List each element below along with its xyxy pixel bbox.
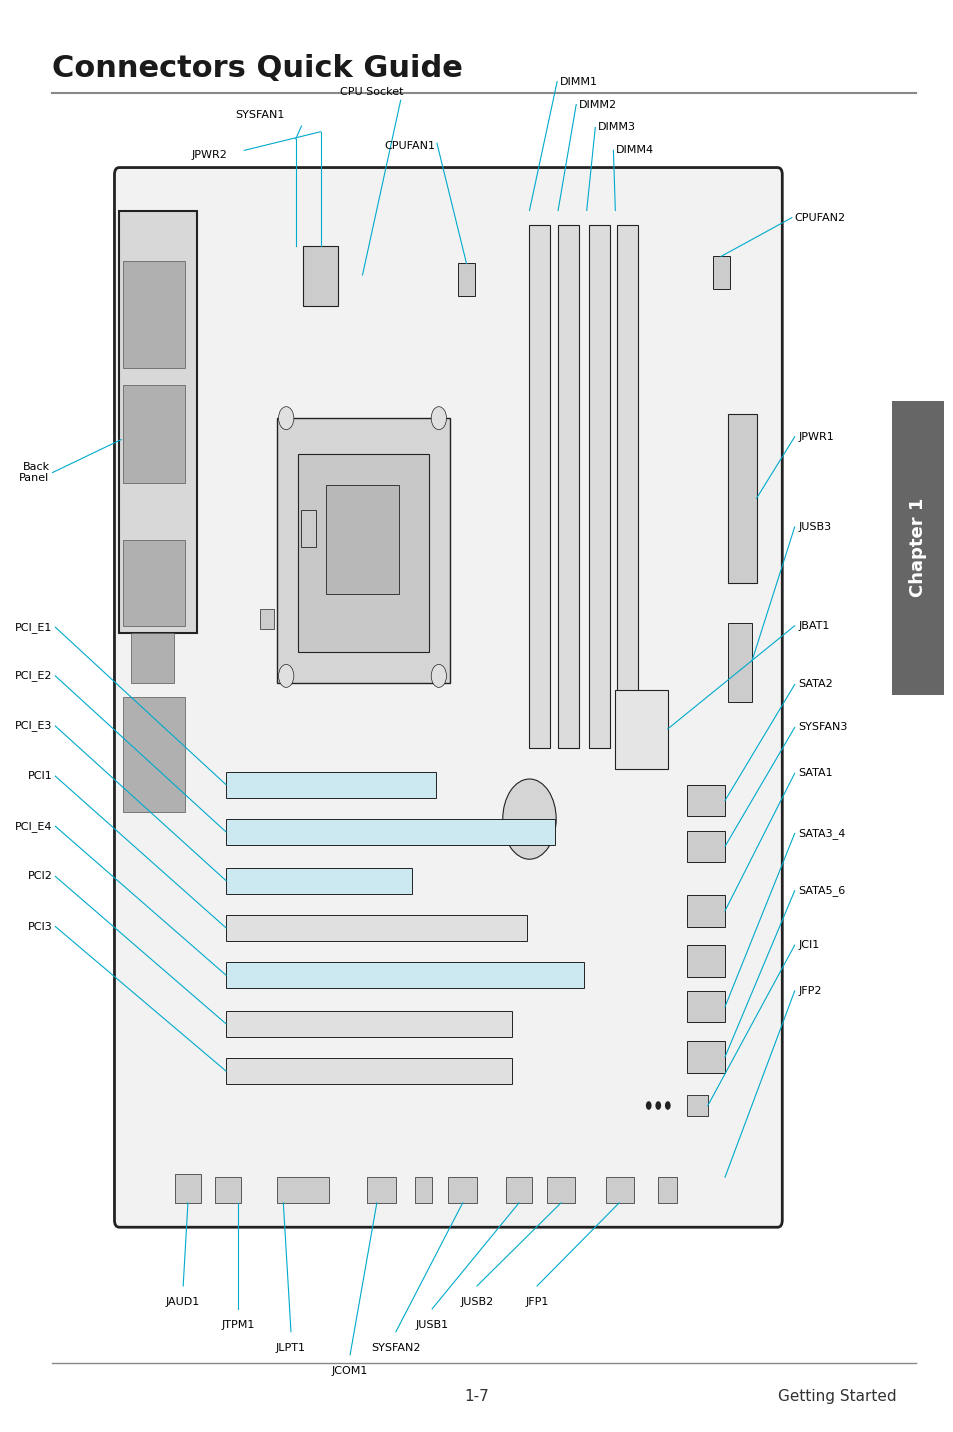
- Text: JFP2: JFP2: [798, 987, 821, 995]
- Bar: [686, 1095, 707, 1116]
- Bar: [326, 485, 398, 594]
- Bar: [686, 945, 724, 977]
- Text: Getting Started: Getting Started: [778, 1389, 896, 1403]
- FancyBboxPatch shape: [114, 168, 781, 1227]
- Bar: [260, 609, 274, 629]
- Bar: [686, 895, 724, 927]
- Text: JPWR2: JPWR2: [192, 150, 228, 159]
- Circle shape: [431, 407, 446, 430]
- Bar: [276, 1177, 329, 1203]
- Circle shape: [655, 1101, 660, 1110]
- Bar: [727, 414, 756, 583]
- Text: SATA5_6: SATA5_6: [798, 885, 845, 896]
- Text: 1-7: 1-7: [464, 1389, 489, 1403]
- Text: SYSFAN1: SYSFAN1: [234, 110, 284, 119]
- Bar: [415, 1177, 432, 1203]
- Text: Chapter 1: Chapter 1: [908, 498, 925, 597]
- Bar: [123, 697, 185, 812]
- Bar: [226, 772, 436, 798]
- Text: SYSFAN2: SYSFAN2: [371, 1343, 420, 1353]
- Text: CPUFAN2: CPUFAN2: [794, 213, 845, 222]
- Bar: [891, 401, 943, 695]
- Text: SATA1: SATA1: [798, 769, 832, 778]
- Bar: [727, 623, 751, 702]
- Bar: [686, 831, 724, 862]
- Bar: [226, 868, 412, 894]
- Bar: [605, 1177, 634, 1203]
- Circle shape: [431, 664, 446, 687]
- Circle shape: [278, 664, 294, 687]
- Bar: [505, 1177, 532, 1203]
- Text: JAUD1: JAUD1: [166, 1297, 200, 1307]
- Bar: [123, 385, 185, 483]
- Text: JUSB2: JUSB2: [460, 1297, 493, 1307]
- Text: PCI_E4: PCI_E4: [15, 821, 52, 832]
- Bar: [276, 418, 450, 683]
- Circle shape: [502, 779, 556, 859]
- Bar: [119, 211, 197, 633]
- Bar: [686, 1041, 724, 1073]
- Bar: [448, 1177, 476, 1203]
- Circle shape: [278, 407, 294, 430]
- Bar: [457, 263, 475, 296]
- Text: JCOM1: JCOM1: [332, 1366, 368, 1376]
- Text: DIMM4: DIMM4: [616, 146, 654, 155]
- Text: PCI3: PCI3: [28, 922, 52, 931]
- Bar: [686, 785, 724, 816]
- Text: Connectors Quick Guide: Connectors Quick Guide: [52, 54, 463, 83]
- Bar: [297, 454, 429, 652]
- Text: JPWR1: JPWR1: [798, 432, 833, 441]
- Circle shape: [664, 1101, 670, 1110]
- Text: PCI1: PCI1: [28, 772, 52, 780]
- Text: JUSB1: JUSB1: [416, 1320, 448, 1330]
- Bar: [226, 819, 555, 845]
- Text: JUSB3: JUSB3: [798, 523, 831, 531]
- Bar: [174, 1174, 201, 1203]
- Text: JFP1: JFP1: [525, 1297, 548, 1307]
- Bar: [617, 225, 638, 748]
- Bar: [123, 540, 185, 626]
- Bar: [300, 510, 315, 547]
- Bar: [558, 225, 578, 748]
- Bar: [226, 915, 526, 941]
- Bar: [131, 633, 173, 683]
- Circle shape: [645, 1101, 651, 1110]
- Text: PCI_E1: PCI_E1: [15, 621, 52, 633]
- Bar: [615, 690, 667, 769]
- Text: PCI_E3: PCI_E3: [15, 720, 52, 732]
- Text: SATA2: SATA2: [798, 680, 832, 689]
- Text: JBAT1: JBAT1: [798, 621, 829, 630]
- Text: DIMM2: DIMM2: [578, 100, 617, 109]
- Text: PCI_E2: PCI_E2: [15, 670, 52, 682]
- Bar: [226, 962, 583, 988]
- Text: DIMM1: DIMM1: [559, 77, 598, 86]
- Text: PCI2: PCI2: [28, 872, 52, 881]
- Bar: [658, 1177, 677, 1203]
- Text: CPU Socket: CPU Socket: [340, 87, 403, 96]
- Bar: [226, 1058, 512, 1084]
- Text: JCI1: JCI1: [798, 941, 819, 949]
- Text: DIMM3: DIMM3: [598, 123, 636, 132]
- Bar: [303, 246, 337, 306]
- Bar: [712, 256, 729, 289]
- Bar: [123, 261, 185, 368]
- Bar: [529, 225, 550, 748]
- Bar: [214, 1177, 241, 1203]
- Text: JTPM1: JTPM1: [222, 1320, 254, 1330]
- Text: SATA3_4: SATA3_4: [798, 828, 845, 839]
- Text: SYSFAN3: SYSFAN3: [798, 723, 847, 732]
- Bar: [226, 1011, 512, 1037]
- Bar: [686, 991, 724, 1022]
- Bar: [367, 1177, 395, 1203]
- Text: CPUFAN1: CPUFAN1: [384, 142, 436, 150]
- Bar: [546, 1177, 575, 1203]
- Text: JLPT1: JLPT1: [275, 1343, 306, 1353]
- Bar: [588, 225, 609, 748]
- Text: Back
Panel: Back Panel: [19, 461, 50, 484]
